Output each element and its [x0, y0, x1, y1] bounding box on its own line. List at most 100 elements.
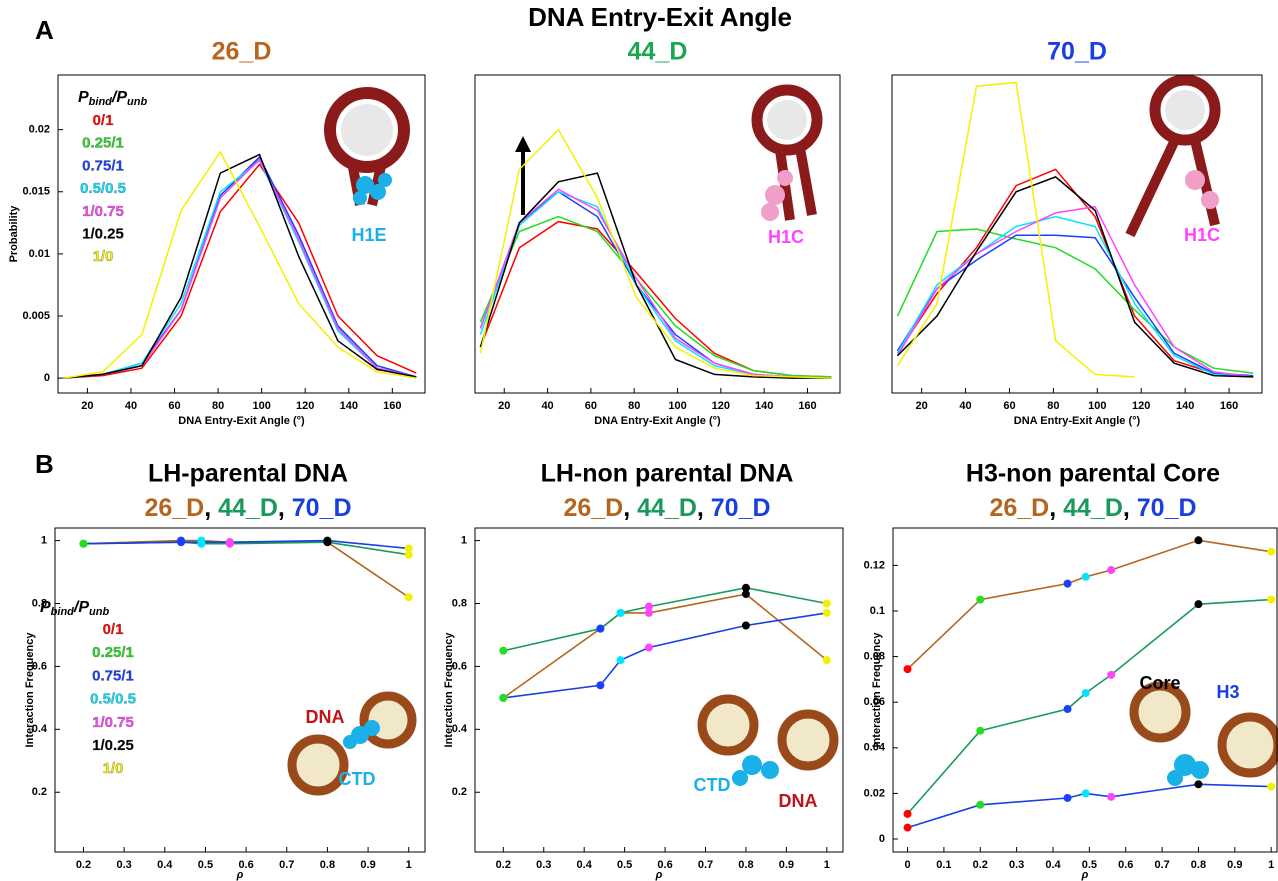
- x-tick-label: 0.5: [617, 859, 632, 871]
- x-tick-label: 140: [755, 400, 773, 412]
- series-line: [479, 190, 832, 379]
- data-point: [225, 538, 234, 547]
- x-tick-label: 0.4: [157, 859, 173, 871]
- series-line: [906, 598, 1272, 815]
- x-axis-label: ρ: [655, 869, 663, 881]
- series-line: [896, 228, 1254, 374]
- chart-title: 44_D: [628, 38, 688, 66]
- x-tick-label: 60: [585, 400, 597, 412]
- y-tick-label: 0.02: [29, 124, 50, 136]
- legend-entry: 70_D: [711, 494, 771, 522]
- data-point: [1267, 782, 1276, 791]
- x-tick-label: 0: [904, 859, 910, 871]
- data-point: [976, 726, 985, 735]
- series-line: [502, 593, 828, 699]
- data-point: [499, 693, 508, 702]
- legend-entry: 1/0.25: [92, 737, 134, 754]
- subtitle-separator: ,: [1123, 494, 1137, 522]
- legend-entry: 0.75/1: [92, 667, 134, 684]
- subtitle-separator: ,: [623, 494, 637, 522]
- series-line: [896, 176, 1254, 378]
- data-point: [596, 624, 605, 633]
- x-axis-label: DNA Entry-Exit Angle (°): [594, 415, 721, 427]
- y-tick-label: 0.2: [452, 786, 467, 798]
- data-point: [741, 590, 750, 599]
- plot-frame: [57, 74, 426, 394]
- x-tick-label: 140: [1176, 400, 1194, 412]
- series-line: [63, 153, 417, 379]
- data-point: [903, 809, 912, 818]
- y-tick-label: 0.4: [32, 723, 48, 735]
- y-axis-label: Interaction Frequency: [871, 632, 883, 748]
- x-tick-label: 0.4: [1045, 859, 1061, 871]
- data-point: [596, 681, 605, 690]
- x-tick-label: 0.9: [360, 859, 375, 871]
- legend-title-part: bind: [51, 606, 74, 618]
- x-tick-label: 0.9: [779, 859, 794, 871]
- x-tick-label: 80: [212, 400, 224, 412]
- x-tick-label: 0.5: [198, 859, 213, 871]
- legend-entry: 1/0: [93, 248, 114, 265]
- legend-entry: 0/1: [93, 112, 114, 129]
- series-line: [906, 539, 1272, 670]
- data-point: [1194, 536, 1203, 545]
- legend-entry: 1/0: [103, 760, 124, 777]
- x-tick-label: 120: [296, 400, 314, 412]
- x-tick-label: 160: [383, 400, 401, 412]
- data-point: [79, 539, 88, 548]
- data-point: [1081, 689, 1090, 698]
- chart-subtitle: 26_D, 44_D, 70_D: [989, 494, 1196, 522]
- legend-entry: 0.75/1: [82, 157, 124, 174]
- x-tick-label: 0.8: [738, 859, 753, 871]
- y-tick-label: 0.8: [452, 597, 467, 609]
- data-point: [1081, 789, 1090, 798]
- data-point: [1194, 600, 1203, 609]
- data-point: [1107, 565, 1116, 574]
- y-tick-label: 0.6: [32, 660, 47, 672]
- data-point: [323, 536, 332, 545]
- x-tick-label: 60: [168, 400, 180, 412]
- chart-subtitle: 26_D, 44_D, 70_D: [563, 494, 770, 522]
- data-point: [976, 800, 985, 809]
- x-tick-label: 0.7: [1154, 859, 1169, 871]
- x-axis-label: DNA Entry-Exit Angle (°): [178, 415, 305, 427]
- subtitle-separator: ,: [204, 494, 218, 522]
- legend-title-part: P: [40, 599, 51, 616]
- y-tick-label: 0.6: [452, 660, 467, 672]
- x-tick-label: 40: [125, 400, 137, 412]
- x-tick-label: 20: [498, 400, 510, 412]
- plot-frame: [892, 527, 1278, 853]
- series-line: [83, 539, 409, 550]
- data-point: [903, 665, 912, 674]
- y-tick-label: 0.02: [864, 787, 885, 799]
- annotation: H3: [1216, 682, 1239, 702]
- x-tick-label: 40: [541, 400, 553, 412]
- x-tick-label: 1: [406, 859, 412, 871]
- x-axis-label: ρ: [236, 869, 244, 881]
- figure-title: DNA Entry-Exit Angle: [528, 2, 792, 32]
- x-tick-label: 0.6: [1118, 859, 1133, 871]
- data-point: [1081, 572, 1090, 581]
- data-point: [404, 550, 413, 559]
- x-tick-label: 0.2: [76, 859, 91, 871]
- y-tick-label: 0: [879, 833, 885, 845]
- legend-title-part: unb: [127, 96, 147, 108]
- y-tick-label: 0.06: [864, 696, 885, 708]
- x-tick-label: 0.6: [238, 859, 253, 871]
- y-tick-label: 1: [41, 534, 47, 546]
- legend-title-part: /: [111, 89, 118, 106]
- series-line: [479, 128, 832, 379]
- y-tick-label: 1: [461, 534, 467, 546]
- annotation: CTD: [694, 775, 731, 795]
- subtitle-separator: ,: [1049, 494, 1063, 522]
- legend-entry: 26_D: [144, 494, 204, 522]
- x-tick-label: 20: [916, 400, 928, 412]
- data-point: [197, 538, 206, 547]
- data-point: [822, 599, 831, 608]
- data-point: [1063, 579, 1072, 588]
- series-line: [479, 188, 832, 379]
- legend-entry: 44_D: [637, 494, 697, 522]
- x-tick-label: 120: [712, 400, 730, 412]
